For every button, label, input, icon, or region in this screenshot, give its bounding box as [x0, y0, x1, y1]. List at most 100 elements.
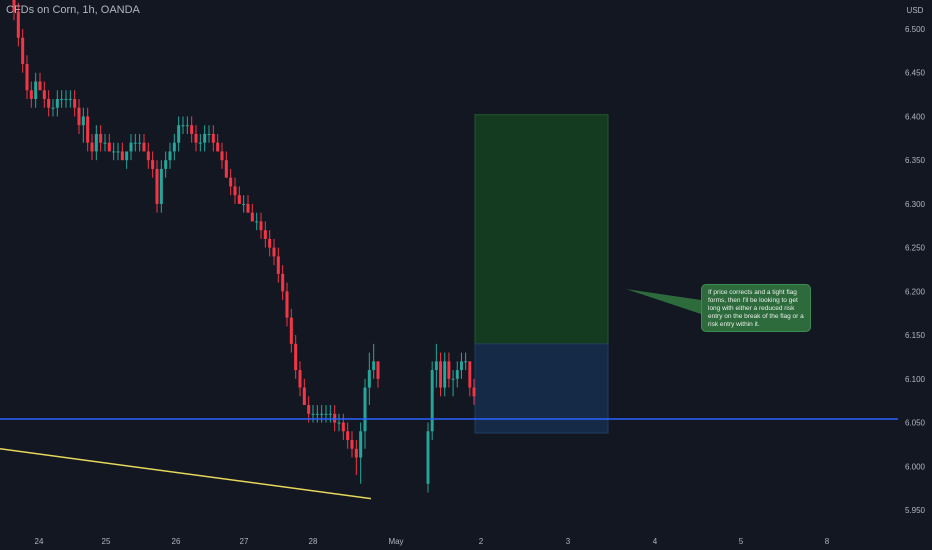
candle-body: [159, 168, 163, 204]
candle-body: [94, 133, 98, 152]
candle-body: [190, 125, 194, 134]
candle-body: [86, 116, 90, 143]
symbol-title: CFDs on Corn, 1h, OANDA: [6, 4, 140, 16]
price-axis-background: [898, 0, 932, 550]
x-tick-label: May: [388, 537, 403, 546]
time-axis[interactable]: 24 25 26 27 28 May 2 3 4 5 8: [0, 528, 898, 550]
x-tick-label: 5: [739, 537, 744, 546]
candle-body: [168, 151, 172, 161]
candle-body: [47, 98, 51, 108]
candle-body: [430, 370, 434, 432]
candle-body: [242, 203, 246, 205]
candle-body: [112, 151, 116, 153]
candle-body: [272, 247, 276, 257]
candle-body: [311, 413, 315, 415]
candle-body: [12, 0, 16, 12]
candle-body: [216, 142, 220, 152]
x-tick-label: 2: [479, 537, 484, 546]
candle-body: [246, 203, 250, 213]
candle-body: [464, 361, 468, 363]
trendline[interactable]: [0, 448, 372, 500]
candle-body: [346, 431, 350, 441]
x-tick-label: 26: [172, 537, 181, 546]
candle-body: [447, 361, 451, 379]
x-tick-label: 25: [102, 537, 111, 546]
candle-body: [459, 361, 463, 371]
candle-body: [51, 107, 55, 109]
x-tick-label: 27: [240, 537, 249, 546]
candle-body: [367, 370, 371, 388]
candle-body: [207, 133, 211, 135]
candle-body: [125, 151, 129, 161]
candle-body: [90, 142, 94, 152]
candle-body: [16, 11, 20, 38]
candle-body: [455, 370, 459, 379]
candle-body: [276, 256, 280, 274]
candle-body: [138, 142, 142, 144]
price-axis[interactable]: USD 6.500 6.450 6.400 6.350 6.300 6.250 6.200 6.…: [898, 0, 932, 550]
y-tick-label: 6.000: [905, 462, 926, 471]
candle-body: [42, 90, 46, 99]
candle-body: [185, 125, 189, 127]
candle-body: [255, 221, 259, 223]
candle-body: [164, 160, 168, 169]
candle-body: [250, 212, 254, 222]
candle-body: [337, 422, 341, 424]
candle-body: [320, 413, 324, 415]
candle-body: [68, 98, 72, 100]
y-tick-label: 6.150: [905, 331, 926, 340]
candle-body: [363, 387, 367, 432]
candle-body: [289, 317, 293, 344]
candle-body: [107, 142, 111, 152]
candle-body: [103, 142, 107, 144]
currency-label: USD: [907, 6, 924, 15]
candle-body: [263, 230, 267, 239]
candle-body: [268, 238, 272, 248]
candle-body: [55, 98, 59, 108]
candle-body: [129, 142, 133, 152]
candle-body: [237, 195, 241, 204]
candle-body: [315, 413, 319, 415]
candle-body: [60, 98, 64, 100]
y-tick-label: 6.100: [905, 375, 926, 384]
candle-body: [177, 125, 181, 143]
y-tick-label: 6.350: [905, 156, 926, 165]
candle-body: [29, 90, 33, 99]
candle-body: [372, 361, 376, 371]
candle-body: [120, 151, 124, 161]
long-position-tool[interactable]: [474, 114, 609, 434]
y-tick-label: 6.300: [905, 200, 926, 209]
text-callout[interactable]: If price corrects and a tight flag forms…: [701, 284, 811, 332]
candle-body: [285, 291, 289, 318]
candle-body: [341, 422, 345, 432]
y-tick-label: 6.200: [905, 287, 926, 296]
candle-body: [224, 160, 228, 178]
time-axis-background: [0, 528, 898, 550]
candle-body: [426, 431, 430, 484]
candle-body: [359, 431, 363, 458]
candle-body: [21, 37, 25, 64]
y-tick-label: 6.400: [905, 112, 926, 121]
candle-body: [439, 361, 443, 388]
candle-body: [333, 413, 337, 423]
candle-body: [302, 387, 306, 406]
candle-body: [443, 361, 447, 388]
y-tick-label: 6.500: [905, 25, 926, 34]
candle-body: [25, 63, 29, 91]
candle-body: [281, 273, 285, 292]
candle-body: [172, 142, 176, 152]
candle-body: [181, 125, 185, 127]
candle-body: [142, 142, 146, 152]
candle-body: [451, 378, 455, 380]
candle-body: [324, 413, 328, 415]
stop-zone[interactable]: [474, 343, 609, 434]
target-zone[interactable]: [474, 114, 609, 345]
candle-body: [307, 405, 311, 414]
x-tick-label: 28: [309, 537, 318, 546]
y-tick-label: 6.450: [905, 69, 926, 78]
candle-body: [434, 361, 438, 371]
candle-body: [354, 448, 358, 458]
candle-body: [350, 440, 354, 449]
x-tick-label: 4: [653, 537, 658, 546]
